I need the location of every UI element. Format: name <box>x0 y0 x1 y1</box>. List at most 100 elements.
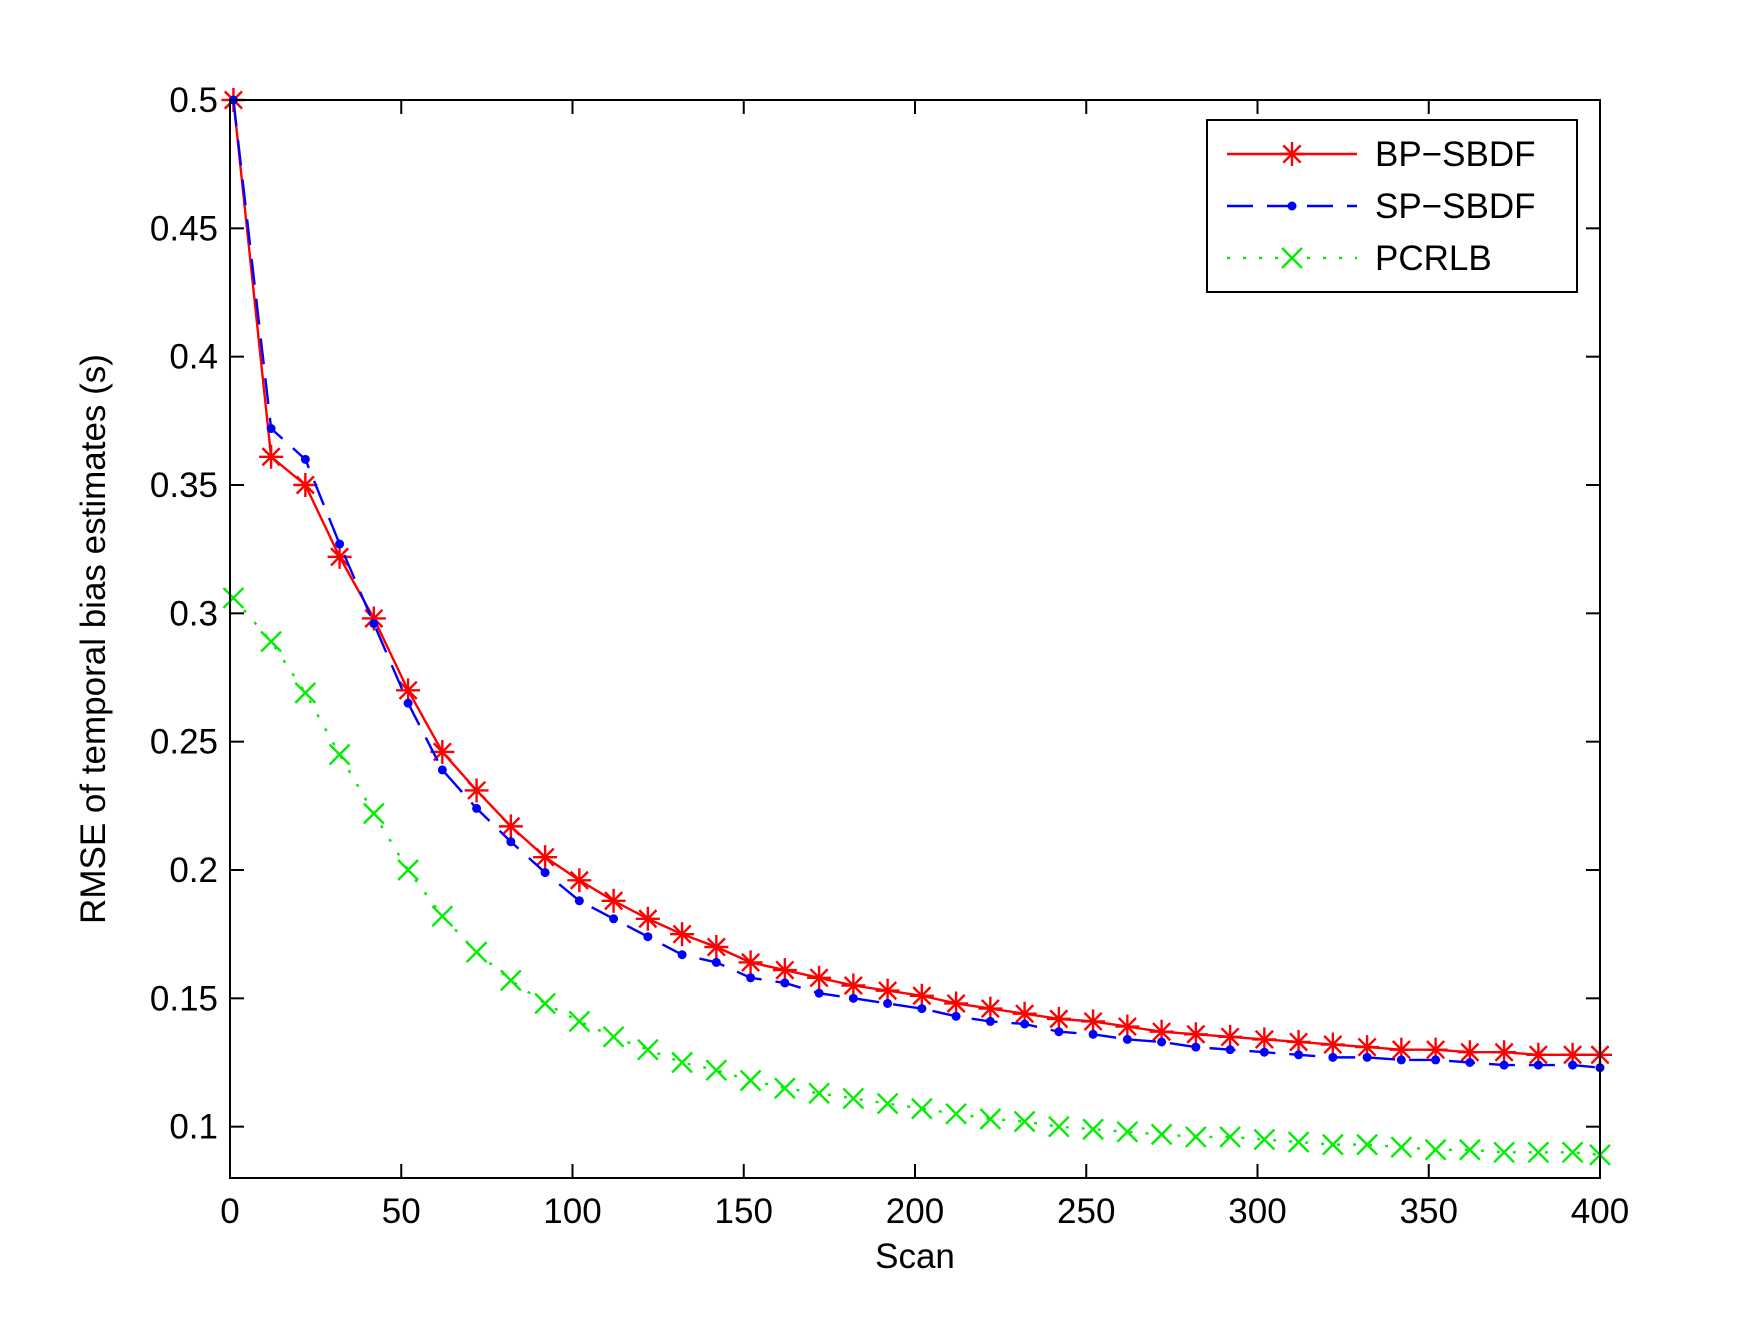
data-point <box>403 698 413 708</box>
marker-stroke <box>1015 1004 1035 1024</box>
marker-stroke <box>774 1077 796 1100</box>
marker-stroke <box>739 1069 762 1092</box>
marker-stroke <box>569 870 589 890</box>
marker-stroke <box>1527 1141 1550 1164</box>
marker-stroke <box>398 680 418 700</box>
marker-stroke <box>775 960 795 980</box>
data-point <box>1499 1060 1509 1070</box>
y-tick-label: 0.2 <box>169 851 218 890</box>
data-point <box>774 1077 796 1100</box>
data-point <box>1048 1115 1070 1138</box>
data-point <box>704 935 729 959</box>
marker-dot <box>951 1011 961 1021</box>
data-point <box>705 1059 728 1082</box>
data-point <box>1465 1058 1475 1067</box>
marker-stroke <box>222 587 245 609</box>
marker-stroke <box>1083 1011 1103 1031</box>
marker-stroke <box>1563 1045 1583 1065</box>
marker-dot <box>300 454 310 464</box>
marker-stroke <box>1117 1017 1137 1037</box>
data-point <box>1389 1037 1414 1062</box>
marker-dot <box>917 1004 927 1014</box>
marker-stroke <box>604 891 624 911</box>
legend-marker <box>1280 142 1304 166</box>
marker-stroke <box>1253 1128 1276 1151</box>
data-point <box>1320 1032 1345 1057</box>
marker-stroke <box>672 924 692 944</box>
data-point <box>1185 1126 1207 1148</box>
data-point <box>637 1038 659 1061</box>
data-point <box>909 983 934 1008</box>
data-point <box>294 682 317 704</box>
data-point <box>746 973 756 983</box>
data-point <box>1493 1141 1515 1164</box>
data-point <box>1390 1136 1413 1159</box>
marker-dot <box>609 914 619 924</box>
data-point <box>1457 1040 1482 1065</box>
legend-marker <box>1281 247 1303 269</box>
marker-stroke <box>1289 1032 1309 1052</box>
marker-stroke <box>1323 1035 1343 1055</box>
data-point <box>574 896 584 906</box>
marker-dot <box>711 957 721 967</box>
marker-dot <box>883 998 893 1008</box>
data-point <box>1046 1006 1071 1031</box>
data-point <box>534 992 556 1015</box>
y-tick-label: 0.45 <box>150 209 218 248</box>
marker-dot <box>1122 1034 1132 1044</box>
data-point <box>1054 1027 1064 1037</box>
marker-stroke <box>1186 1024 1206 1044</box>
marker-stroke <box>1082 1118 1104 1141</box>
data-point <box>1218 1024 1243 1049</box>
marker-dot <box>1431 1055 1441 1065</box>
marker-dot <box>1568 1060 1578 1070</box>
marker-stroke <box>501 816 521 836</box>
x-tick-label: 200 <box>886 1192 944 1231</box>
marker-stroke <box>1391 1040 1411 1060</box>
data-point <box>848 993 858 1003</box>
data-point <box>540 868 550 878</box>
marker-dot <box>437 765 447 775</box>
marker-stroke <box>1460 1042 1480 1062</box>
marker-stroke <box>946 993 966 1013</box>
data-point <box>911 1097 933 1120</box>
marker-stroke <box>568 1010 591 1033</box>
data-point <box>1568 1060 1578 1070</box>
y-axis-label: RMSE of temporal bias estimates (s) <box>74 354 113 924</box>
data-point <box>397 859 419 881</box>
data-point <box>1183 1022 1208 1047</box>
marker-stroke <box>602 1025 625 1048</box>
marker-dot <box>335 539 345 549</box>
marker-dot <box>1054 1027 1064 1037</box>
marker-stroke <box>1254 1029 1274 1049</box>
data-point <box>945 1102 967 1125</box>
x-axis-label: Scan <box>875 1237 955 1276</box>
data-point <box>1561 1141 1584 1164</box>
marker-stroke <box>706 937 726 957</box>
data-point <box>1225 1045 1235 1055</box>
data-point <box>780 978 790 988</box>
legend-marker <box>1287 201 1297 211</box>
data-point <box>917 1004 927 1014</box>
marker-dot <box>1259 1047 1269 1057</box>
marker-stroke <box>808 1082 830 1105</box>
marker-stroke <box>1322 1133 1344 1156</box>
marker-dot <box>746 973 756 983</box>
data-point <box>875 978 900 1003</box>
marker-dot <box>1396 1055 1406 1065</box>
marker-stroke <box>295 475 315 495</box>
marker-stroke <box>1561 1141 1584 1164</box>
data-point <box>293 473 318 497</box>
data-point <box>472 803 482 813</box>
marker-dot <box>1465 1058 1475 1067</box>
data-point <box>1082 1118 1104 1141</box>
data-point <box>1253 1128 1276 1151</box>
marker-stroke <box>945 1102 967 1125</box>
marker-stroke <box>1528 1045 1548 1065</box>
marker-stroke <box>467 780 487 800</box>
data-point <box>1287 1131 1310 1153</box>
x-tick-label: 300 <box>1228 1192 1286 1231</box>
marker-dot <box>643 932 653 942</box>
x-tick-label: 150 <box>715 1192 773 1231</box>
marker-dot <box>403 698 413 708</box>
